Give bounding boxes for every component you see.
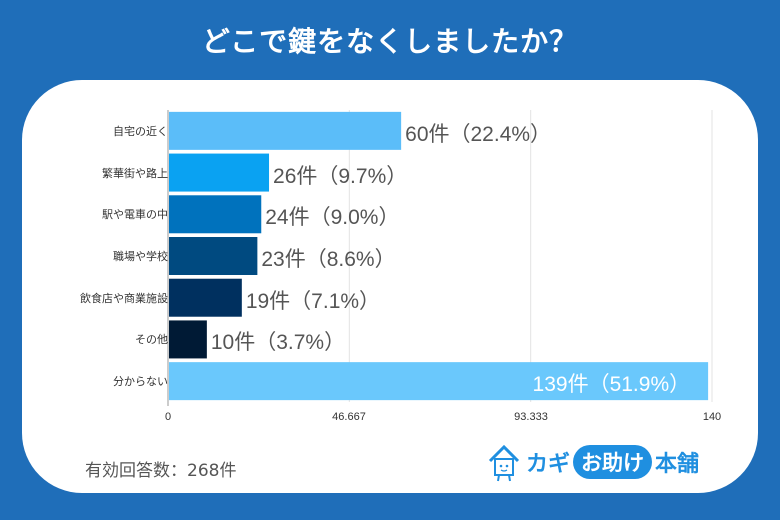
category-label: 自宅の近く — [113, 124, 168, 138]
category-label: 分からない — [113, 375, 168, 389]
page-title: どこで鍵をなくしましたか？ — [201, 25, 579, 58]
house-mascot-icon — [488, 444, 520, 482]
logo-text: 本舗 — [655, 452, 700, 477]
data-label: 139件（51.9%） — [532, 373, 691, 397]
category-label: 飲食店や商業施設 — [80, 291, 168, 305]
brand-logo: カギ お助け 本舗 — [486, 440, 699, 484]
category-label: その他 — [135, 333, 168, 347]
x-tick: 0 — [164, 411, 172, 423]
data-label: 26件（9.7%） — [273, 164, 408, 188]
bar — [169, 237, 258, 275]
bar — [169, 153, 270, 192]
data-label: 60件（22.4%） — [405, 122, 552, 146]
category-label: 職場や学校 — [113, 250, 168, 263]
bar — [169, 320, 207, 359]
category-label: 駅や電車の中 — [102, 208, 168, 222]
data-label: 19件（7.1%） — [245, 289, 381, 313]
total-responses: 有効回答数：268件 — [85, 461, 237, 481]
bar — [169, 195, 262, 234]
logo-bubble-text: お助け — [573, 445, 653, 479]
x-tick: 46.667 — [332, 411, 366, 423]
x-tick: 140 — [702, 411, 722, 423]
logo-text: カギ — [526, 452, 571, 477]
bar — [169, 111, 402, 150]
bar — [169, 278, 242, 317]
x-tick: 93.333 — [514, 411, 548, 423]
category-label: 繁華街や路上 — [102, 166, 168, 180]
data-label: 10件（3.7%） — [210, 331, 346, 355]
data-label: 24件（9.0%） — [265, 206, 400, 230]
data-label: 23件（8.6%） — [261, 248, 396, 271]
bar — [169, 362, 709, 401]
